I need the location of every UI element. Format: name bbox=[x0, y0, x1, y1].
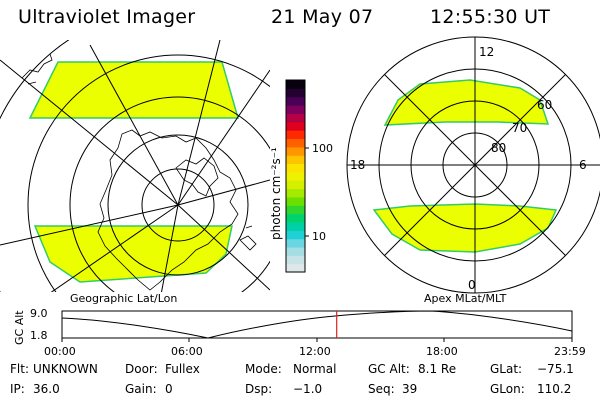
mlt-label-12: 12 bbox=[479, 45, 494, 59]
colorbar: 100 10 photon cm⁻²s⁻¹ bbox=[269, 79, 333, 273]
colorbar-segment bbox=[286, 88, 305, 98]
altitude-axis-label: GC Alt bbox=[13, 310, 26, 345]
colorbar-segment bbox=[286, 138, 305, 148]
flt-label: Flt: bbox=[10, 362, 29, 376]
gain-value: 0 bbox=[165, 382, 173, 396]
colorbar-segment bbox=[286, 196, 305, 206]
time-tick-0000: 00:00 bbox=[44, 345, 76, 358]
colorbar-segment bbox=[286, 121, 305, 131]
time-tick-2359: 23:59 bbox=[554, 345, 586, 358]
peninsula-coastline bbox=[175, 157, 219, 197]
date-label: 21 May 07 bbox=[271, 6, 374, 28]
colorbar-tick-100: 100 bbox=[312, 142, 333, 155]
south-america-coastline bbox=[21, 53, 53, 85]
instrument-title: Ultraviolet Imager bbox=[18, 6, 196, 28]
colorbar-segment bbox=[286, 230, 305, 240]
latitude-circles bbox=[0, 40, 270, 292]
time-tick-1200: 12:00 bbox=[299, 345, 331, 358]
colorbar-segment bbox=[286, 246, 305, 256]
colorbar-segment bbox=[286, 146, 305, 156]
dsp-label: Dsp: bbox=[245, 382, 273, 396]
mlt-spokes bbox=[347, 37, 600, 293]
right-map-caption: Apex MLat/MLT bbox=[424, 292, 507, 305]
mlat-label-70: 70 bbox=[512, 121, 527, 135]
left-auroral-band-bottom bbox=[33, 225, 233, 283]
time-tick-0600: 06:00 bbox=[171, 345, 203, 358]
altitude-curve bbox=[61, 310, 573, 339]
right-auroral-band-top bbox=[383, 79, 550, 126]
left-map-caption: Geographic Lat/Lon bbox=[70, 292, 177, 305]
time-tick-1800: 18:00 bbox=[426, 345, 458, 358]
colorbar-segment bbox=[286, 80, 305, 89]
colorbar-segment bbox=[286, 96, 305, 106]
mode-value: Normal bbox=[293, 362, 337, 376]
gcalt-value: 8.1 Re bbox=[418, 362, 457, 376]
gain-label: Gain: bbox=[125, 382, 157, 396]
colorbar-segment bbox=[286, 238, 305, 248]
seq-value: 39 bbox=[402, 382, 418, 396]
glon-value: 110.2 bbox=[537, 382, 572, 396]
mlt-label-0: 0 bbox=[468, 278, 476, 292]
antarctica-coastline bbox=[97, 129, 239, 291]
altitude-plot-frame bbox=[61, 310, 573, 339]
colorbar-unit-label: photon cm⁻²s⁻¹ bbox=[269, 147, 283, 240]
colorbar-segment bbox=[286, 130, 305, 140]
colorbar-segment bbox=[286, 155, 305, 165]
geographic-map bbox=[0, 40, 270, 292]
ip-label: IP: bbox=[10, 382, 25, 396]
mode-label: Mode: bbox=[245, 362, 282, 376]
time-label: 12:55:30 UT bbox=[430, 6, 551, 28]
island-coastline bbox=[239, 225, 257, 251]
colorbar-gradient bbox=[286, 80, 305, 273]
mlt-label-18: 18 bbox=[350, 158, 365, 172]
colorbar-segment bbox=[286, 188, 305, 198]
apex-map: 12 18 6 0 60 70 80 bbox=[346, 36, 600, 294]
glat-value: −75.1 bbox=[537, 362, 574, 376]
colorbar-segment bbox=[286, 213, 305, 223]
mlat-label-60: 60 bbox=[537, 98, 552, 112]
colorbar-segment bbox=[286, 255, 305, 265]
mlat-label-80: 80 bbox=[491, 141, 506, 155]
dsp-value: −1.0 bbox=[293, 382, 323, 396]
altitude-panel: 9.0 1.8 GC Alt 00:00 06:00 12:00 18:00 2… bbox=[13, 307, 586, 358]
colorbar-segment bbox=[286, 171, 305, 181]
meridians bbox=[0, 40, 270, 292]
colorbar-segment bbox=[286, 205, 305, 215]
glon-label: GLon: bbox=[490, 382, 525, 396]
colorbar-segment bbox=[286, 113, 305, 123]
ip-value: 36.0 bbox=[33, 382, 60, 396]
seq-label: Seq: bbox=[368, 382, 395, 396]
glat-label: GLat: bbox=[490, 362, 523, 376]
door-value: Fullex bbox=[165, 362, 200, 376]
door-label: Door: bbox=[125, 362, 158, 376]
colorbar-segment bbox=[286, 163, 305, 173]
colorbar-segment bbox=[286, 221, 305, 231]
flt-value: UNKNOWN bbox=[33, 362, 98, 376]
colorbar-segment bbox=[286, 263, 305, 273]
colorbar-segment bbox=[286, 105, 305, 114]
mlt-label-6: 6 bbox=[579, 158, 587, 172]
colorbar-segment bbox=[286, 180, 305, 190]
altitude-tick-9: 9.0 bbox=[30, 307, 48, 320]
colorbar-tick-10: 10 bbox=[312, 230, 326, 243]
gcalt-label: GC Alt: bbox=[368, 362, 410, 376]
altitude-tick-1-8: 1.8 bbox=[30, 329, 48, 342]
